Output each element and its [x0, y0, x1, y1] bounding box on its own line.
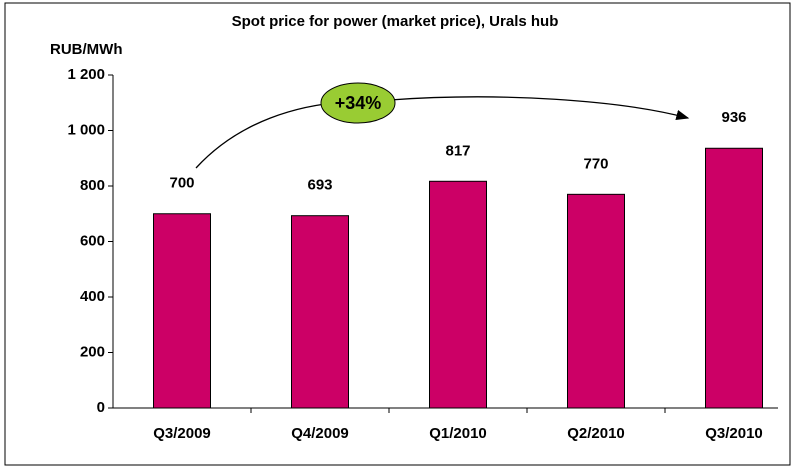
y-tick-label: 400 — [80, 288, 105, 305]
x-tick-label: Q3/2010 — [705, 425, 763, 442]
bar — [567, 193, 625, 409]
bar — [291, 215, 349, 409]
annotation: +34% — [335, 93, 382, 113]
y-tick-label: 1 200 — [67, 66, 105, 83]
bar — [705, 147, 763, 409]
y-tick-label: 0 — [97, 399, 105, 416]
x-tick-label: Q2/2010 — [567, 425, 625, 442]
y-tick-label: 600 — [80, 232, 105, 249]
chart-title: Spot price for power (market price), Ura… — [232, 13, 559, 30]
y-tick-label: 800 — [80, 177, 105, 194]
y-axis-label: RUB/MWh — [50, 41, 122, 58]
value-label: 700 — [169, 175, 194, 192]
x-tick-label: Q4/2009 — [291, 425, 349, 442]
value-label: 693 — [307, 177, 332, 194]
value-label: 770 — [583, 155, 608, 172]
x-tick-label: Q1/2010 — [429, 425, 487, 442]
y-tick-label: 1 000 — [67, 121, 105, 138]
value-label: 817 — [445, 142, 470, 159]
annotation-bubble — [320, 82, 396, 124]
bar — [153, 213, 211, 409]
chart-border — [4, 2, 791, 466]
bar — [429, 180, 487, 409]
x-tick-label: Q3/2009 — [153, 425, 211, 442]
y-tick-label: 200 — [80, 343, 105, 360]
value-label: 936 — [721, 109, 746, 126]
